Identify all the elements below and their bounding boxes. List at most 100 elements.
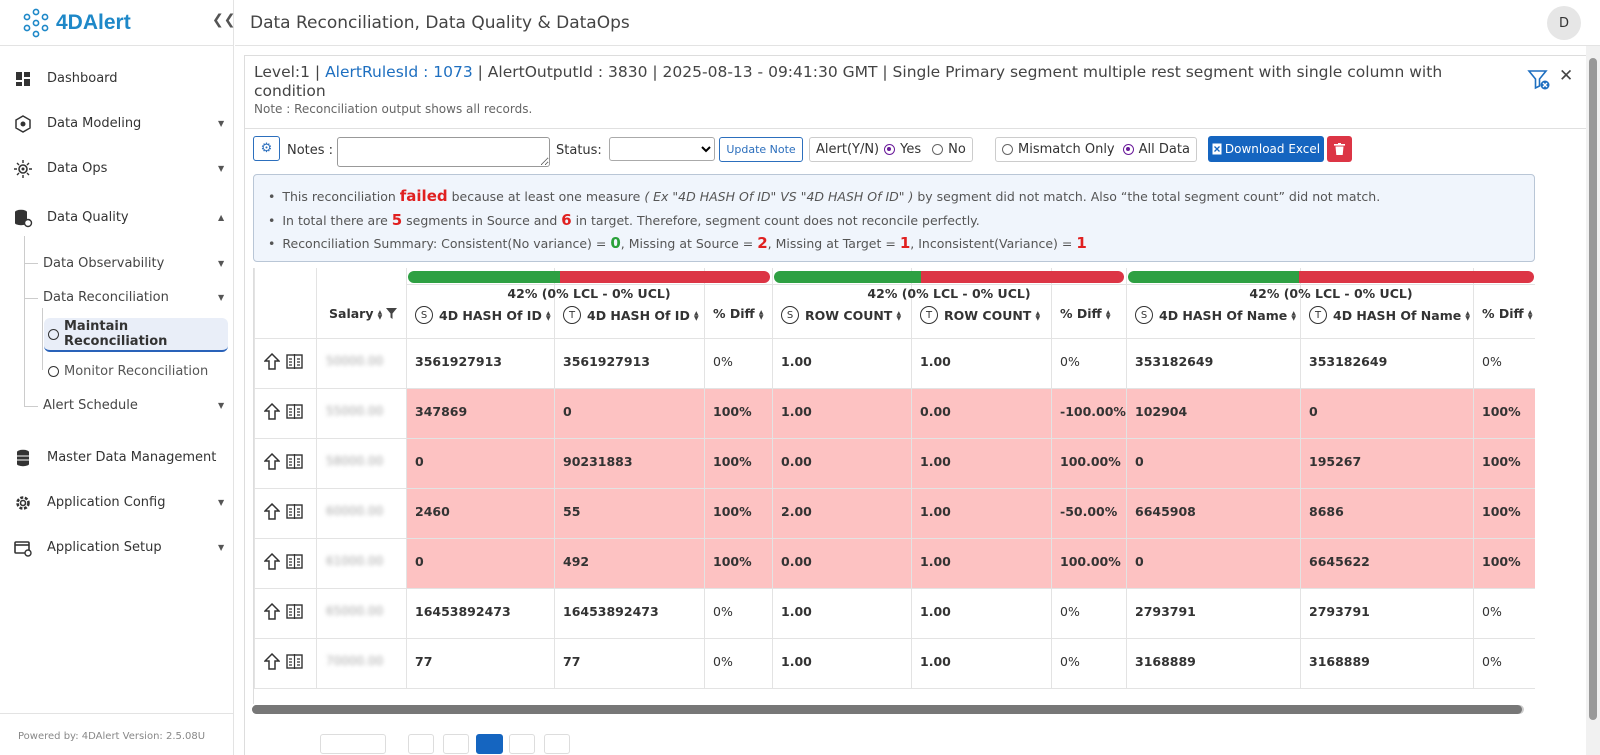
drill-up-icon[interactable]: [264, 453, 280, 470]
source-badge: S: [781, 306, 799, 324]
pager-button[interactable]: [509, 734, 535, 754]
column-header-label: 4D HASH Of Name: [1159, 307, 1288, 323]
table-cell: 1.00: [920, 504, 951, 519]
column-header[interactable]: S 4D HASH Of Name ▲▼: [1135, 306, 1297, 324]
menu-maintain-reconciliation[interactable]: Maintain Reconciliation: [44, 318, 228, 352]
status-select[interactable]: [609, 137, 715, 161]
missing-source-count: 2: [757, 234, 768, 252]
compare-columns-icon[interactable]: [286, 453, 303, 470]
salary-value: 65000.00: [326, 604, 384, 618]
delete-button[interactable]: [1327, 136, 1352, 162]
gear-icon: [16, 496, 30, 510]
tree-line: [24, 298, 38, 299]
nav-dashboard[interactable]: Dashboard: [0, 61, 234, 95]
close-icon[interactable]: ✕: [1559, 66, 1574, 86]
column-header[interactable]: % Diff ▲▼: [1482, 306, 1534, 321]
logo[interactable]: 4DAlert: [20, 6, 131, 40]
column-header[interactable]: % Diff ▲▼: [1060, 306, 1112, 321]
pager-button[interactable]: [443, 734, 469, 754]
all-data-radio[interactable]: [1122, 144, 1134, 155]
sort-icon[interactable]: ▲▼: [692, 310, 700, 320]
table-cell: 0: [563, 404, 572, 419]
summary-line-counts: Reconciliation Summary: Consistent(No va…: [268, 234, 1086, 252]
pager-button[interactable]: [544, 734, 570, 754]
grid-line: [1473, 268, 1474, 688]
sub-data-reconciliation[interactable]: Data Reconciliation ▼: [43, 290, 224, 305]
drill-up-icon[interactable]: [264, 503, 280, 520]
table-cell: 0%: [1060, 354, 1080, 369]
download-excel-button[interactable]: Download Excel: [1208, 136, 1324, 162]
notes-input[interactable]: [337, 137, 550, 167]
pager-current-page[interactable]: [476, 734, 503, 754]
summary-text: Reconciliation Summary: Consistent(No va…: [282, 236, 611, 251]
column-header[interactable]: T 4D HASH Of Name ▲▼: [1309, 306, 1471, 324]
nav-application-config[interactable]: Application Config ▼: [0, 485, 234, 519]
sort-icon[interactable]: ▲▼: [1034, 310, 1042, 320]
page-size-select[interactable]: [320, 734, 386, 754]
sort-icon[interactable]: ▲▼: [757, 308, 765, 319]
alert-no-radio[interactable]: [932, 144, 944, 155]
salary-header[interactable]: Salary ▲▼: [329, 306, 398, 321]
compare-columns-icon[interactable]: [286, 503, 303, 520]
column-header[interactable]: S 4D HASH Of ID ▲▼: [415, 306, 552, 324]
mismatch-only-radio[interactable]: [1002, 144, 1013, 155]
settings-button[interactable]: ⚙: [253, 136, 280, 161]
compare-columns-icon[interactable]: [286, 353, 303, 370]
compare-columns-icon[interactable]: [286, 603, 303, 620]
mismatch-segment: [1298, 271, 1534, 283]
compare-columns-icon[interactable]: [286, 653, 303, 670]
grid-line: [316, 268, 317, 688]
mismatch-segment: [921, 271, 1124, 283]
sort-icon[interactable]: ▲▼: [1464, 310, 1472, 320]
scrollbar-thumb[interactable]: [1589, 58, 1597, 720]
sort-icon[interactable]: ▲▼: [544, 310, 552, 320]
sort-icon[interactable]: ▲▼: [1526, 308, 1534, 319]
table-cell: 0: [1135, 554, 1144, 569]
sort-icon[interactable]: ▲▼: [1104, 308, 1112, 319]
menu-monitor-reconciliation[interactable]: Monitor Reconciliation: [44, 354, 228, 388]
drill-up-icon[interactable]: [264, 653, 280, 670]
table-cell: 77: [563, 654, 581, 669]
drill-up-icon[interactable]: [264, 353, 280, 370]
alert-yes-radio[interactable]: [884, 144, 896, 155]
sort-icon[interactable]: ▲▼: [895, 310, 903, 320]
filter-icon[interactable]: [386, 308, 398, 319]
column-header[interactable]: T 4D HASH Of ID ▲▼: [563, 306, 700, 324]
compare-columns-icon[interactable]: [286, 403, 303, 420]
scrollbar-thumb[interactable]: [252, 705, 1522, 714]
notes-label: Notes :: [287, 143, 334, 158]
nav-application-setup[interactable]: Application Setup ▼: [0, 530, 234, 564]
grid-line: [1126, 268, 1127, 688]
column-header[interactable]: S ROW COUNT ▲▼: [781, 306, 902, 324]
drill-up-icon[interactable]: [264, 403, 280, 420]
nav-label: Data Ops: [47, 160, 108, 176]
source-badge: S: [1135, 306, 1153, 324]
nav-data-modeling[interactable]: Data Modeling ▼: [0, 106, 234, 140]
sort-icon[interactable]: ▲▼: [376, 308, 384, 319]
table-cell: 2.00: [781, 504, 812, 519]
update-note-button[interactable]: Update Note: [719, 137, 803, 162]
collapse-sidebar-icon[interactable]: ❮❮: [212, 12, 236, 28]
horizontal-scrollbar[interactable]: [252, 705, 1524, 714]
toolbar: ⚙ Notes : Status: Update Note Alert(Y/N)…: [253, 136, 1553, 167]
drill-up-icon[interactable]: [264, 553, 280, 570]
nav-data-quality[interactable]: Data Quality ▲: [0, 200, 234, 234]
nav-master-data-management[interactable]: Master Data Management: [0, 440, 234, 474]
summary-text: in target. Therefore, segment count does…: [571, 213, 980, 228]
sub-alert-schedule[interactable]: Alert Schedule ▼: [43, 398, 224, 413]
pager-button[interactable]: [408, 734, 434, 754]
clear-filter-icon[interactable]: [1527, 69, 1551, 91]
salary-value: 58000.00: [326, 454, 384, 468]
avatar[interactable]: D: [1547, 6, 1581, 40]
vertical-scrollbar[interactable]: [1586, 46, 1600, 755]
tree-line: [42, 308, 43, 370]
column-header[interactable]: % Diff ▲▼: [713, 306, 765, 321]
alert-rule-link[interactable]: AlertRulesId : 1073: [325, 63, 473, 81]
sub-data-observability[interactable]: Data Observability ▼: [43, 256, 224, 271]
column-header[interactable]: T ROW COUNT ▲▼: [920, 306, 1041, 324]
drill-up-icon[interactable]: [264, 603, 280, 620]
sort-icon[interactable]: ▲▼: [1290, 310, 1298, 320]
column-header-label: 4D HASH Of ID: [587, 307, 690, 323]
nav-data-ops[interactable]: Data Ops ▼: [0, 151, 234, 185]
compare-columns-icon[interactable]: [286, 553, 303, 570]
